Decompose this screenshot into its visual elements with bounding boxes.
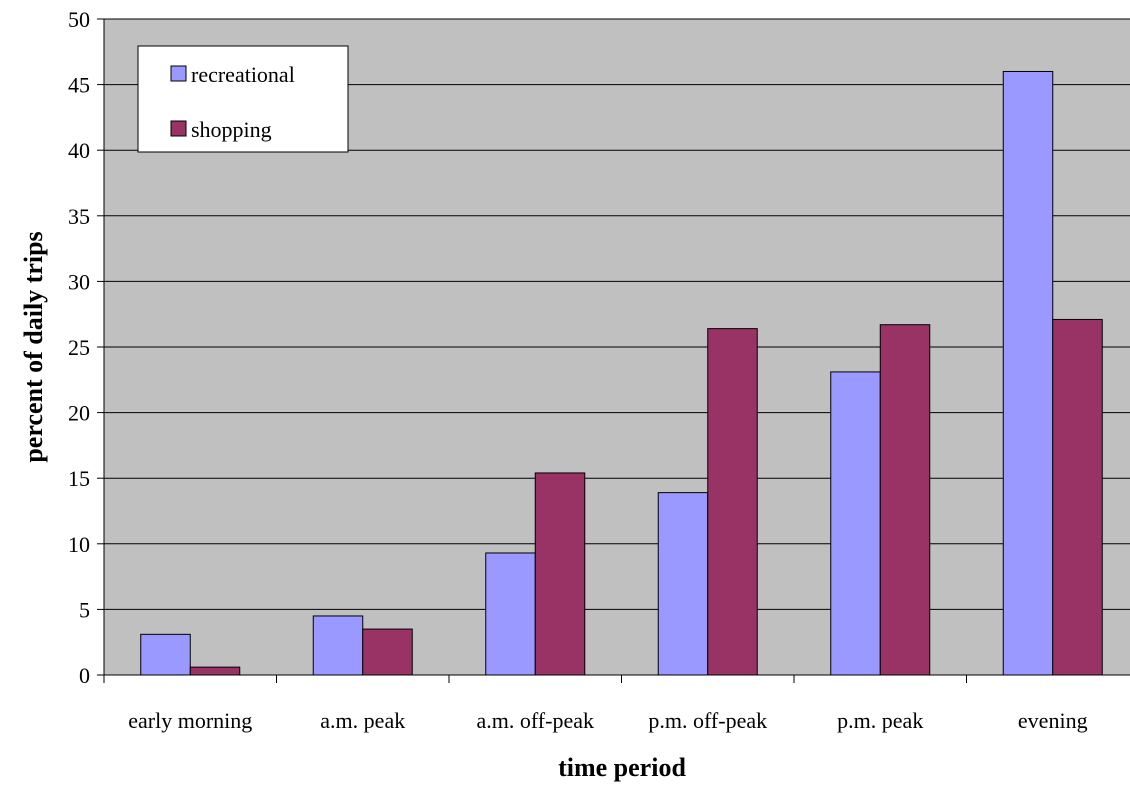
bar-recreational [312, 615, 364, 676]
bar-shopping [534, 472, 586, 676]
y-tick-label: 25 [68, 335, 90, 360]
y-axis-title: percent of daily trips [19, 231, 48, 462]
bar-recreational [1002, 70, 1054, 676]
x-axis-title: time period [558, 753, 686, 782]
x-tick-labels: early morning a.m. peak a.m. off-peak p.m. … [128, 708, 1087, 733]
x-tick-label: evening [1018, 708, 1088, 733]
bar-recreational [485, 552, 536, 676]
legend-swatch-recreational [170, 65, 187, 82]
bar-shopping [1052, 318, 1103, 676]
x-tick-label: early morning [128, 708, 252, 733]
legend-swatch-shopping [170, 120, 187, 137]
y-tick-label: 10 [68, 532, 90, 557]
bar-recreational [140, 633, 191, 676]
legend: recreational shopping [137, 45, 349, 153]
bar-recreational [657, 492, 709, 676]
y-tick-label: 30 [68, 269, 90, 294]
y-tick-label: 45 [68, 73, 90, 98]
y-tick-label: 15 [68, 466, 90, 491]
y-tick-labels: 0 5 10 15 20 25 30 35 40 45 50 [68, 7, 90, 688]
bar-shopping [189, 666, 241, 676]
x-tick-label: a.m. off-peak [477, 708, 595, 733]
bar-shopping [879, 324, 931, 676]
y-tick-label: 5 [79, 597, 90, 622]
legend-label-recreational: recreational [191, 62, 295, 87]
bar-recreational [830, 371, 881, 676]
y-tick-label: 40 [68, 138, 90, 163]
legend-label-shopping: shopping [191, 117, 272, 142]
y-tick-label: 50 [68, 7, 90, 32]
bar-shopping [362, 628, 413, 676]
bar-shopping [707, 328, 758, 676]
y-tick-label: 0 [79, 663, 90, 688]
y-tick-label: 35 [68, 204, 90, 229]
x-tick-label: p.m. off-peak [648, 708, 767, 733]
bars [140, 70, 1103, 676]
x-tick-label: p.m. peak [837, 708, 923, 733]
axes [97, 18, 1130, 683]
y-tick-label: 20 [68, 401, 90, 426]
x-tick-label: a.m. peak [320, 708, 405, 733]
